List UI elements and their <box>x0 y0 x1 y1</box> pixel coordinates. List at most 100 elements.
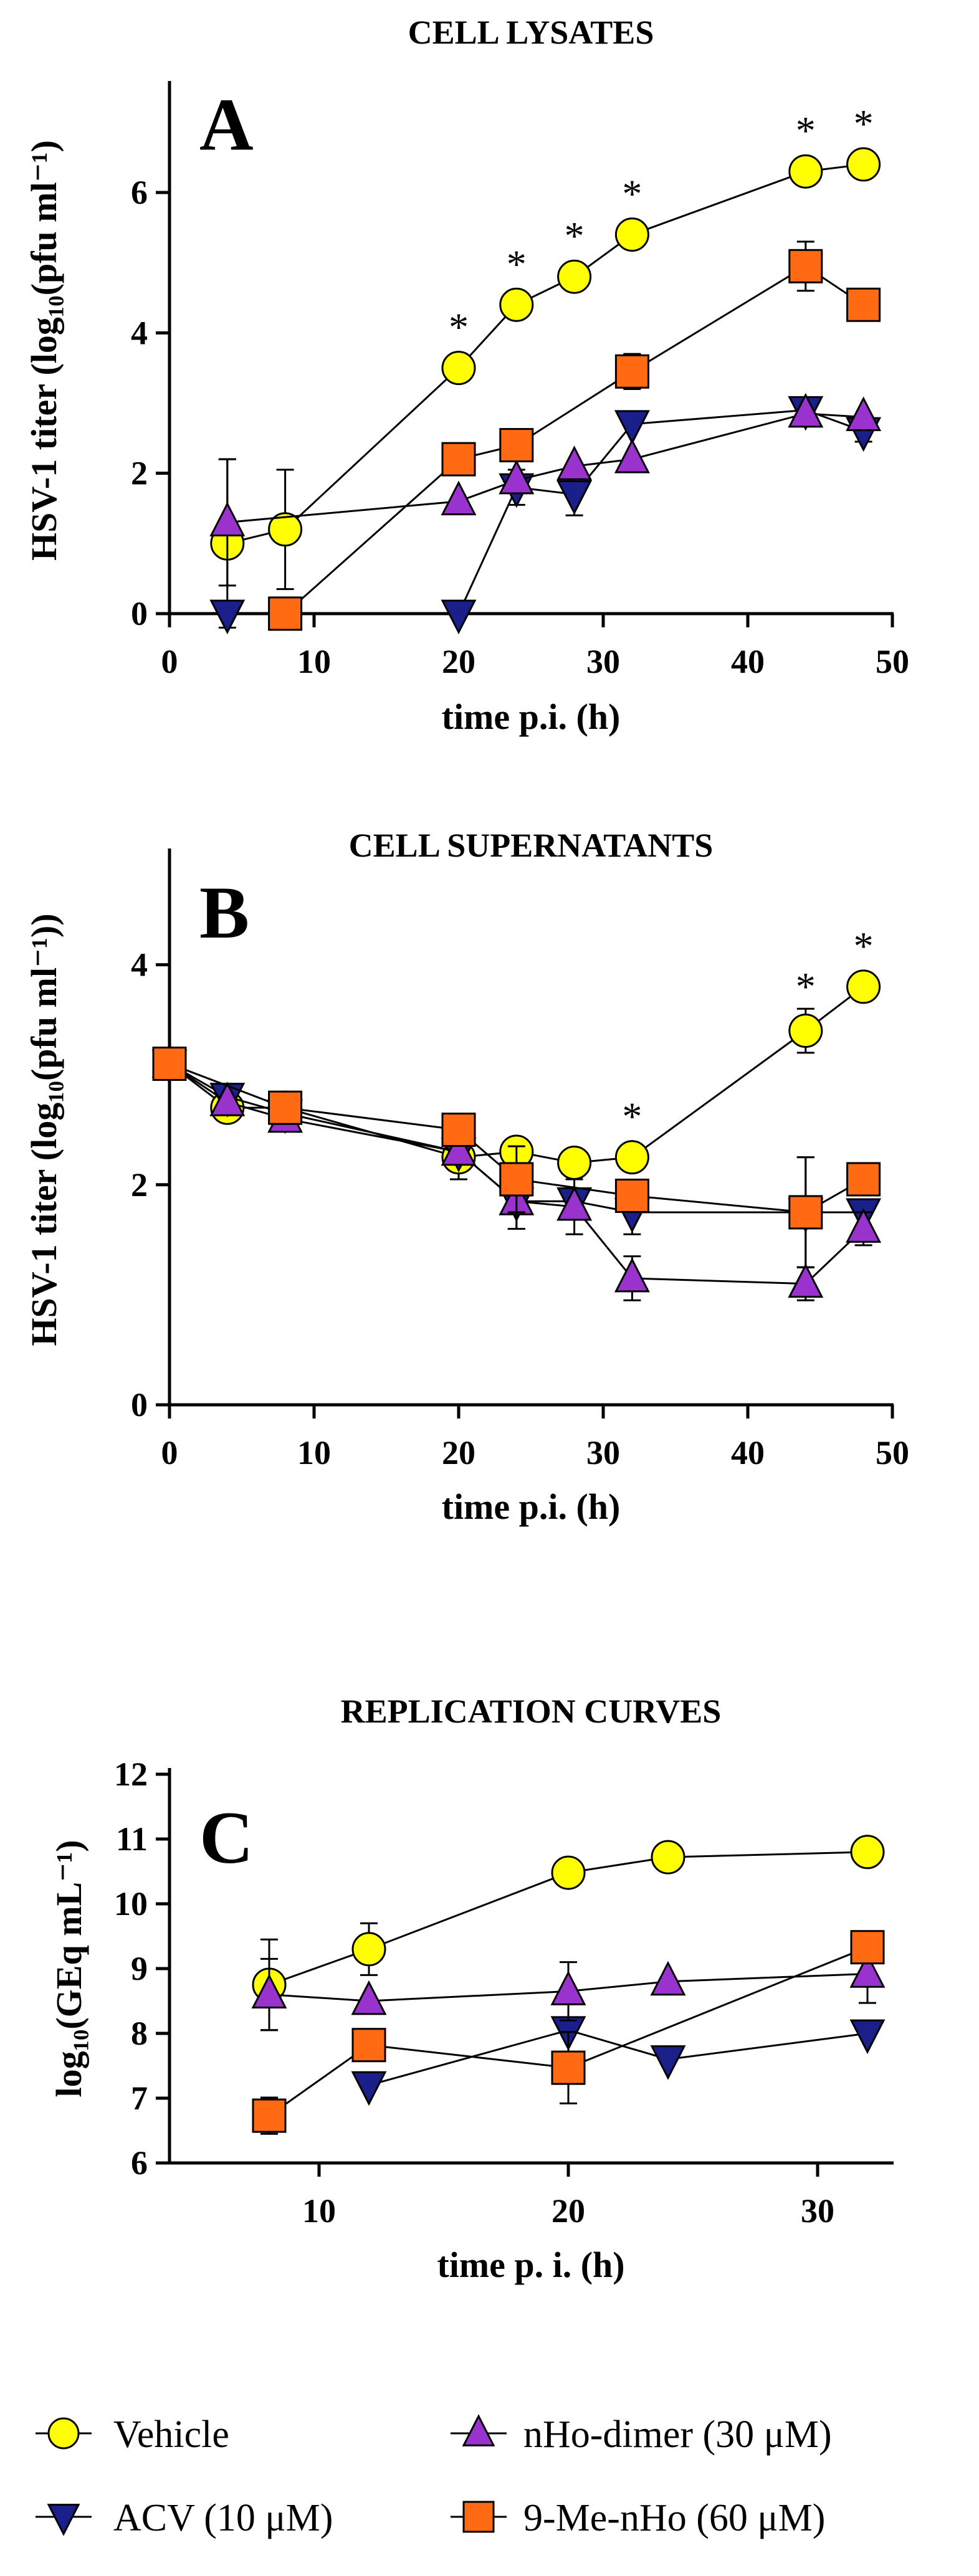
data-point <box>788 392 824 428</box>
significance-asterisk: * <box>449 305 469 349</box>
legend-entry-triangle-up: nHo-dimer (30 μM) <box>451 2413 832 2456</box>
data-point <box>650 1961 686 1996</box>
panel-c-y-label: log₁₀(GEq mL⁻¹) <box>49 1840 89 2097</box>
data-point <box>614 217 649 252</box>
data-point <box>441 480 477 516</box>
series-a-triangle-down <box>209 396 882 635</box>
series-c-triangle-down <box>351 2016 886 2106</box>
data-point <box>499 287 534 322</box>
data-point <box>614 1178 649 1213</box>
x-tick-label-a: 30 <box>586 643 620 680</box>
data-point <box>556 1186 593 1221</box>
data-point <box>499 428 534 463</box>
x-tick-label-a: 40 <box>731 643 765 680</box>
x-tick-label-a: 10 <box>297 643 331 680</box>
data-point <box>614 1140 649 1175</box>
data-point <box>788 154 823 189</box>
significance-asterisk: * <box>565 214 585 258</box>
data-point <box>551 2050 586 2085</box>
significance-asterisk: * <box>507 242 527 286</box>
data-point <box>209 599 246 635</box>
x-tick-label-a: 50 <box>876 643 909 680</box>
data-point <box>551 1855 586 1890</box>
x-tick-label-b: 40 <box>731 1434 765 1471</box>
series-line-a <box>227 163 864 544</box>
data-point <box>846 147 881 182</box>
data-point <box>651 1840 685 1875</box>
panel-b-title: CELL SUPERNATANTS <box>349 827 714 864</box>
legend-label: nHo-dimer (30 μM) <box>523 2413 832 2456</box>
x-tick-label-a: 20 <box>442 643 475 680</box>
data-point <box>152 1047 187 1081</box>
x-tick-label-b: 20 <box>442 1434 475 1471</box>
y-tick-label-c: 8 <box>131 2015 148 2052</box>
data-point <box>441 1131 477 1166</box>
data-point <box>556 445 593 480</box>
series-c-triangle-up <box>251 1944 886 2032</box>
data-point <box>499 459 535 495</box>
y-tick-label-a: 4 <box>131 314 148 351</box>
data-point <box>209 1081 246 1116</box>
y-tick-label-b: 2 <box>131 1166 148 1204</box>
panel-a-letter: A <box>199 83 254 166</box>
data-point <box>441 599 477 635</box>
data-point <box>351 1980 387 2015</box>
legend-marker-square <box>462 2501 495 2533</box>
data-point <box>557 1145 592 1180</box>
significance-asterisk: * <box>796 964 816 1009</box>
x-tick-label-b: 0 <box>161 1434 178 1471</box>
data-point <box>788 249 823 283</box>
x-tick-label-b: 10 <box>297 1434 331 1471</box>
significance-asterisk: * <box>854 924 874 968</box>
panel-b-y-label: HSV-1 titer (log₁₀(pfu ml⁻¹)) <box>24 913 64 1346</box>
data-point <box>849 1953 886 1988</box>
data-point <box>788 1014 823 1048</box>
x-tick-label-c: 10 <box>302 2192 336 2230</box>
panel-a: CELL LYSATES A 0 10 20 30 40 50 0 2 4 6 time p.i. (h… <box>24 14 909 737</box>
y-tick-label-c: 12 <box>114 1756 148 1793</box>
panel-c: REPLICATION CURVES C 10 20 30 6 7 8 9 10 11 12 time … <box>49 1693 894 2285</box>
y-tick-label-c: 10 <box>114 1885 148 1922</box>
data-point <box>351 1932 386 1967</box>
legend-label: ACV (10 μM) <box>113 2497 333 2539</box>
panel-b-x-label: time p.i. (h) <box>442 1486 621 1527</box>
legend-label: 9-Me-nHo (60 μM) <box>523 2497 825 2539</box>
data-point <box>557 259 592 294</box>
legend-entry-circle: Vehicle <box>36 2413 229 2456</box>
data-point <box>614 1257 650 1293</box>
y-tick-label-a: 6 <box>131 174 148 211</box>
significance-asterisk: * <box>854 102 874 146</box>
series-a-circle: * * * * * * <box>210 102 881 629</box>
legend-entry-triangle-down: ACV (10 μM) <box>36 2497 333 2539</box>
data-point <box>850 1835 885 1870</box>
data-point <box>614 354 649 389</box>
data-point <box>268 512 303 547</box>
data-point <box>846 1208 882 1243</box>
panel-c-title: REPLICATION CURVES <box>341 1693 722 1730</box>
x-tick-label-c: 30 <box>801 2192 834 2230</box>
y-tick-label-a: 0 <box>131 595 148 632</box>
panel-b-letter: B <box>199 871 249 954</box>
data-point <box>788 1263 824 1298</box>
y-tick-label-b: 0 <box>131 1386 148 1423</box>
legend-marker-circle <box>47 2417 80 2450</box>
data-point <box>550 1970 586 2005</box>
series-c-square <box>252 1930 885 2135</box>
data-point <box>268 596 303 631</box>
legend-entry-square: 9-Me-nHo (60 μM) <box>451 2497 825 2539</box>
y-tick-label-c: 7 <box>131 2079 148 2117</box>
series-b-square <box>152 1047 881 1268</box>
data-point <box>849 2019 886 2055</box>
data-point <box>556 480 593 515</box>
data-point <box>209 501 246 536</box>
legend-label: Vehicle <box>113 2413 229 2456</box>
data-point <box>614 438 650 473</box>
panel-b: CELL SUPERNATANTS B 0 10 20 30 40 50 0 2 4 time p.i… <box>24 827 909 1527</box>
data-point <box>441 442 476 477</box>
x-tick-label-b: 50 <box>876 1434 909 1471</box>
data-point <box>846 287 881 322</box>
data-point <box>650 2045 686 2080</box>
legend-marker-triangle-down <box>47 2504 80 2536</box>
